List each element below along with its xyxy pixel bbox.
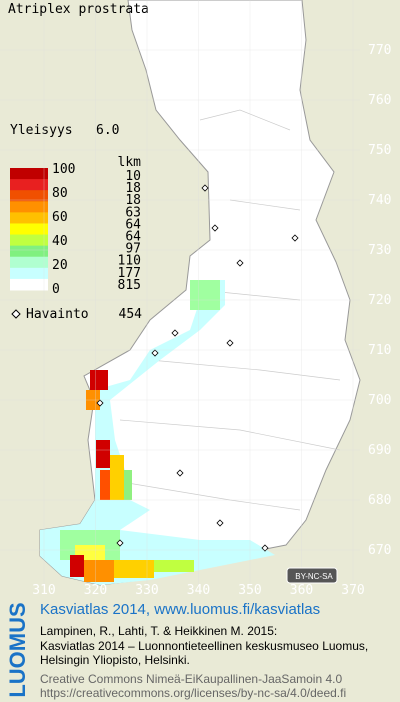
legend-scale-label: 80 [52, 186, 68, 201]
legend-band [10, 234, 48, 247]
legend-scale-label: 100 [52, 162, 75, 177]
y-axis-label: 730 [368, 243, 391, 258]
legend-band [10, 168, 48, 180]
x-axis-label: 310 [32, 583, 55, 598]
legend-count: 18 [125, 193, 141, 208]
observation-markers [96, 184, 299, 552]
legend-count: 18 [125, 181, 141, 196]
license-line: https://creativecommons.org/licenses/by-… [40, 686, 346, 700]
legend-band [10, 223, 48, 236]
citation-line: Helsingin Yliopisto, Helsinki. [40, 653, 190, 667]
y-axis-label: 710 [368, 343, 391, 358]
frequency-label: Yleisyys [10, 123, 73, 138]
legend-scale-label: 40 [52, 234, 68, 249]
footer-heading: Kasviatlas 2014, www.luomus.fi/kasviatla… [40, 601, 320, 618]
y-axis-label: 670 [368, 543, 391, 558]
legend-band [10, 179, 48, 191]
logo: LUOMUS [5, 602, 30, 697]
legend-scale-label: 60 [52, 210, 68, 225]
cc-badge [286, 567, 338, 584]
species-title: Atriplex prostrata [8, 2, 149, 17]
y-axis-label: 720 [368, 293, 391, 308]
legend-scale-label: 20 [52, 258, 68, 273]
legend-band [10, 256, 48, 269]
cc-badge-text: BY-NC-SA [295, 572, 333, 581]
legend-band [10, 245, 48, 258]
y-axis-label: 760 [368, 93, 391, 108]
observation-symbol [11, 309, 21, 319]
legend-count: 177 [118, 266, 141, 281]
frequency-value: 6.0 [96, 123, 119, 138]
legend-count: 63 [125, 205, 141, 220]
y-axis-label: 740 [368, 193, 391, 208]
x-axis-label: 370 [341, 583, 364, 598]
x-axis-label: 360 [290, 583, 313, 598]
x-axis-label: 330 [135, 583, 158, 598]
legend-band [10, 278, 48, 291]
legend-count-header: lkm [118, 155, 142, 170]
coastal-cells [40, 280, 275, 585]
legend-band [10, 190, 48, 202]
x-axis-label: 340 [187, 583, 210, 598]
legend-scale-label: 0 [52, 282, 60, 297]
y-axis-label: 700 [368, 393, 391, 408]
x-axis-label: 320 [84, 583, 107, 598]
observation-label: Havainto [26, 307, 89, 322]
x-axis-label: 350 [238, 583, 261, 598]
legend-count: 64 [125, 217, 141, 232]
y-axis-label: 750 [368, 143, 391, 158]
legend-band [10, 212, 48, 224]
grid-axes: 770 760 750 740 730 720 710 700 690 680 670 310 320 3… [32, 43, 392, 598]
legend-count: 10 [125, 169, 141, 184]
y-axis-label: 680 [368, 493, 391, 508]
observation-count: 454 [119, 307, 143, 322]
legend-band [10, 267, 48, 280]
citation-line: Kasviatlas 2014 – Luonnontieteellinen ke… [40, 639, 368, 653]
legend-count: 64 [125, 230, 141, 245]
citation-line: Lampinen, R., Lahti, T. & Heikkinen M. 2… [40, 624, 277, 638]
legend-band [10, 201, 48, 213]
legend-count: 815 [118, 278, 141, 293]
y-axis-label: 690 [368, 443, 391, 458]
license-line: Creative Commons Nimeä-EiKaupallinen-Jaa… [40, 672, 342, 686]
footer [0, 598, 400, 702]
legend-count: 97 [125, 242, 141, 257]
legend-count: 110 [118, 254, 141, 269]
y-axis-label: 770 [368, 43, 391, 58]
